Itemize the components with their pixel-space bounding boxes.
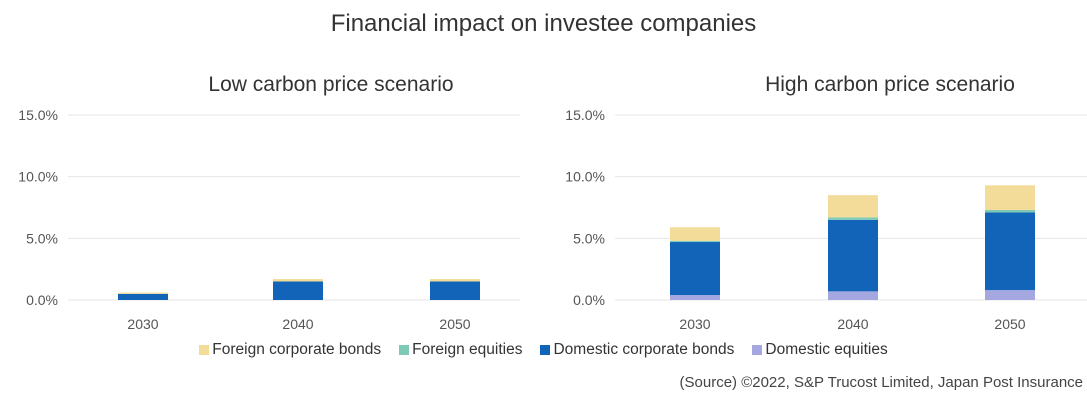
- source-note: (Source) ©2022, S&P Trucost Limited, Jap…: [679, 374, 1083, 391]
- legend-label: Domestic corporate bonds: [553, 341, 735, 358]
- chart-title: Low carbon price scenario: [208, 73, 453, 96]
- bar-segment-foreign-equities: [828, 217, 878, 220]
- legend-swatch-foreign-equities: [399, 345, 410, 355]
- bar-segment-foreign-corporate-bonds: [430, 279, 480, 282]
- legend-label: Foreign corporate bonds: [212, 341, 382, 358]
- y-tick-label: 15.0%: [18, 107, 58, 123]
- y-tick-label: 10.0%: [18, 169, 58, 185]
- charts-canvas: Low carbon price scenario 0.0% 5.0% 10.0% 15…: [18, 73, 1087, 332]
- bar-segment-domestic-equities: [828, 291, 878, 300]
- legend-label: Foreign equities: [412, 341, 523, 358]
- y-tick-label: 15.0%: [565, 107, 605, 123]
- x-tick-label: 2050: [439, 316, 470, 332]
- bar-segment-foreign-equities: [670, 240, 720, 243]
- x-tick-label: 2050: [994, 316, 1025, 332]
- bar-segment-domestic-corporate-bonds: [118, 293, 168, 300]
- legend-swatch-domestic-corporate-bonds: [540, 345, 551, 355]
- bar-segment-domestic-corporate-bonds: [430, 281, 480, 300]
- y-tick-label: 5.0%: [573, 230, 605, 246]
- legend-item-foreign-corporate-bonds: Foreign corporate bonds: [199, 341, 381, 359]
- bar-segment-foreign-equities: [985, 209, 1035, 213]
- x-tick-label: 2030: [679, 316, 710, 332]
- y-tick-label: 5.0%: [26, 230, 58, 246]
- bar-segment-domestic-corporate-bonds: [670, 242, 720, 296]
- bar-segment-domestic-corporate-bonds: [828, 219, 878, 292]
- bar-segment-domestic-corporate-bonds: [985, 212, 1035, 291]
- legend: Foreign corporate bonds Foreign equities…: [0, 341, 1087, 359]
- legend-label: Domestic equities: [765, 341, 888, 358]
- bar-segment-foreign-corporate-bonds: [118, 292, 168, 294]
- bar-segment-foreign-corporate-bonds: [828, 195, 878, 218]
- y-tick-label: 10.0%: [565, 169, 605, 185]
- chart-title: High carbon price scenario: [765, 73, 1015, 96]
- main-title: Financial impact on investee companies: [330, 10, 757, 37]
- bar-segment-foreign-corporate-bonds: [670, 227, 720, 241]
- y-tick-label: 0.0%: [573, 292, 605, 308]
- x-tick-label: 2030: [127, 316, 158, 332]
- y-tick-label: 0.0%: [26, 292, 58, 308]
- legend-swatch-foreign-corporate-bonds: [199, 345, 210, 355]
- legend-swatch-domestic-equities: [752, 345, 763, 355]
- bar-segment-domestic-equities: [985, 290, 1035, 300]
- legend-item-domestic-corporate-bonds: Domestic corporate bonds: [540, 341, 734, 359]
- legend-item-foreign-equities: Foreign equities: [399, 341, 522, 359]
- legend-item-domestic-equities: Domestic equities: [752, 341, 888, 359]
- bar-segment-foreign-corporate-bonds: [985, 185, 1035, 210]
- x-tick-label: 2040: [282, 316, 313, 332]
- bar-segment-domestic-corporate-bonds: [273, 281, 323, 300]
- x-tick-label: 2040: [837, 316, 868, 332]
- bar-segment-domestic-equities: [670, 295, 720, 300]
- bar-segment-foreign-corporate-bonds: [273, 279, 323, 282]
